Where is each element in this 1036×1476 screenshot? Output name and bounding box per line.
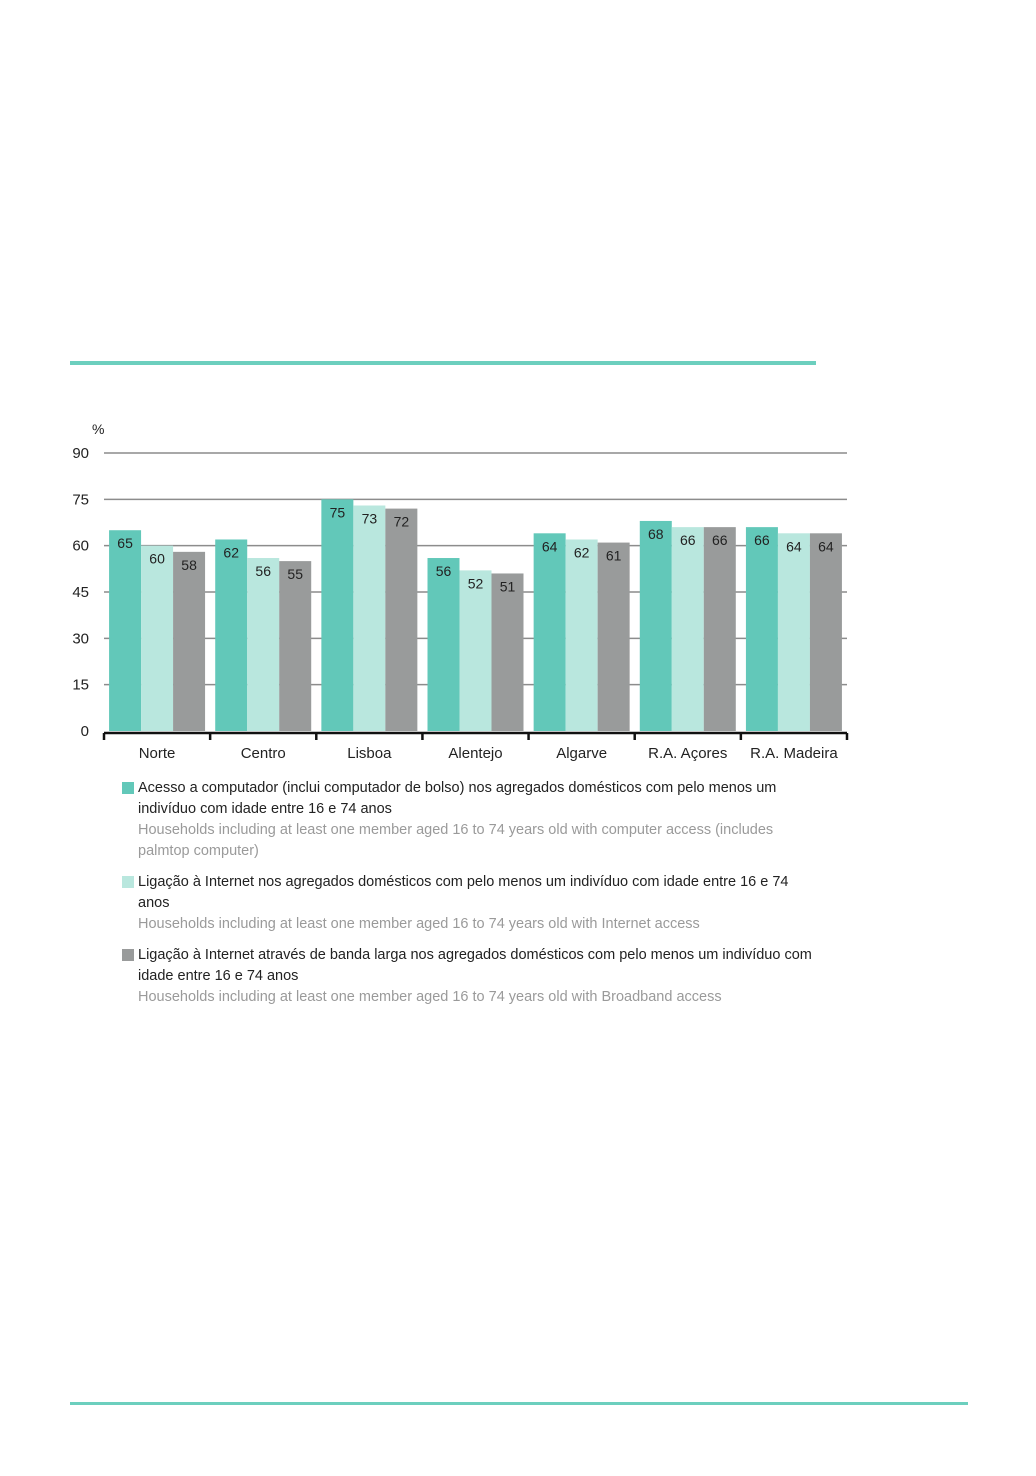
- data-label: 66: [712, 532, 728, 548]
- bar: [671, 527, 704, 731]
- y-axis-unit-label: %: [92, 421, 104, 437]
- legend-label: Ligação à Internet através de banda larg…: [138, 947, 812, 984]
- legend-item-internet-access: Ligação à Internet nos agregados domésti…: [120, 872, 820, 935]
- data-label: 75: [330, 504, 346, 520]
- data-label: 56: [255, 563, 271, 579]
- bar: [565, 539, 598, 731]
- legend-label-en: Households including at least one member…: [138, 916, 700, 932]
- legend-item-computer-access: Acesso a computador (inclui computador d…: [120, 778, 820, 862]
- chart-legend: Acesso a computador (inclui computador d…: [120, 778, 820, 1018]
- data-label: 65: [117, 535, 133, 551]
- bar: [353, 505, 386, 731]
- data-label: 66: [680, 532, 696, 548]
- x-tick-label: R.A. Madeira: [750, 745, 838, 762]
- data-label: 73: [362, 511, 378, 527]
- bar: [385, 508, 418, 731]
- data-label: 62: [223, 544, 239, 560]
- x-tick-label: Centro: [241, 745, 286, 762]
- x-tick-label: Alentejo: [448, 745, 502, 762]
- y-tick-label: 90: [72, 445, 89, 462]
- legend-label: Ligação à Internet nos agregados domésti…: [138, 874, 789, 911]
- bar: [173, 551, 206, 731]
- data-label: 68: [648, 526, 664, 542]
- data-label: 51: [500, 578, 516, 594]
- data-label: 66: [754, 532, 770, 548]
- x-tick-label: Algarve: [556, 745, 607, 762]
- bar: [703, 527, 736, 731]
- data-label: 58: [181, 557, 197, 573]
- bar: [109, 530, 142, 731]
- bar: [491, 573, 524, 731]
- data-label: 52: [468, 575, 484, 591]
- legend-label-en: Households including at least one member…: [138, 822, 774, 859]
- data-label: 60: [149, 551, 165, 567]
- data-label: 61: [606, 548, 622, 564]
- x-tick-label: Norte: [139, 745, 176, 762]
- data-label: 64: [542, 538, 558, 554]
- bar: [141, 545, 174, 731]
- y-tick-label: 45: [72, 584, 89, 601]
- bar: [533, 533, 566, 731]
- y-tick-label: 15: [72, 677, 89, 694]
- bar: [427, 558, 460, 731]
- bar: [247, 558, 280, 731]
- data-label: 62: [574, 544, 590, 560]
- x-tick-label: R.A. Açores: [648, 745, 727, 762]
- bar: [745, 527, 778, 731]
- bar: [639, 520, 672, 731]
- data-label: 64: [818, 538, 834, 554]
- bar: [321, 499, 354, 731]
- data-label: 56: [436, 563, 452, 579]
- legend-label-en: Households including at least one member…: [138, 989, 722, 1005]
- legend-swatch: [122, 876, 134, 888]
- legend-swatch: [122, 949, 134, 961]
- data-label: 64: [786, 538, 802, 554]
- bar: [597, 542, 630, 731]
- legend-item-broadband-access: Ligação à Internet através de banda larg…: [120, 945, 820, 1008]
- y-tick-label: 30: [72, 630, 89, 647]
- data-label: 55: [287, 566, 303, 582]
- bar: [777, 533, 810, 731]
- y-tick-label: 75: [72, 491, 89, 508]
- legend-swatch: [122, 782, 134, 794]
- bar: [459, 570, 492, 731]
- data-label: 72: [394, 514, 410, 530]
- bar: [215, 539, 248, 731]
- y-tick-label: 60: [72, 538, 89, 555]
- top-divider: [70, 361, 816, 365]
- y-tick-label: 0: [81, 723, 89, 740]
- bar: [279, 561, 312, 731]
- x-tick-label: Lisboa: [347, 745, 392, 762]
- bar: [809, 533, 842, 731]
- bottom-divider: [70, 1402, 968, 1405]
- legend-label: Acesso a computador (inclui computador d…: [138, 780, 777, 817]
- bar-chart: % 0 15 30 45 60 75 90 65 60 58 Norte 62 56 55 Centro 75 7…: [72, 421, 849, 762]
